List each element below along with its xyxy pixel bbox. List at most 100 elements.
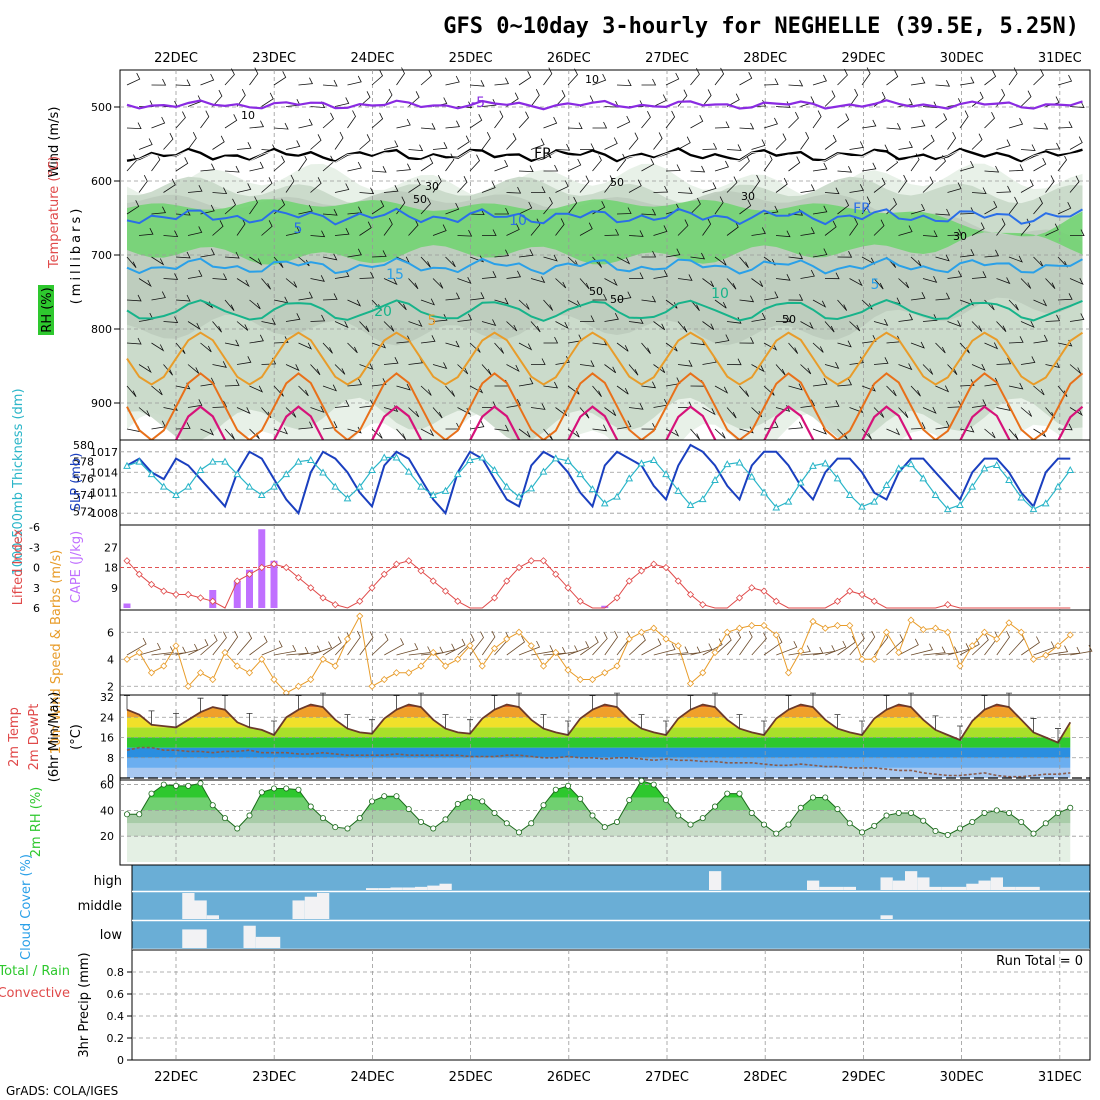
cloud-cell <box>819 886 832 890</box>
wind-barb <box>518 377 534 387</box>
wind10m-barb <box>825 640 847 656</box>
wind-barb <box>1057 74 1073 86</box>
wind-barb <box>224 299 235 311</box>
wind-barb <box>530 138 545 150</box>
cloud-cell <box>206 915 219 919</box>
li-tick-label: -3 <box>29 541 40 554</box>
wind-barb <box>1008 196 1018 215</box>
lifted-index-point <box>870 597 878 605</box>
wind-barb <box>971 91 984 107</box>
dewpt-axis-label: 2m DewPt <box>27 704 42 771</box>
wind-barb <box>432 142 448 150</box>
rh-point <box>136 811 143 818</box>
wind-barb <box>432 314 448 322</box>
wind-barb <box>494 297 509 305</box>
wind-barb <box>138 175 148 193</box>
wind-barb <box>420 298 436 306</box>
wind-barb <box>408 178 421 193</box>
thickness-point <box>723 460 732 468</box>
wind-barb <box>151 78 167 86</box>
wind-barb <box>432 278 444 289</box>
wind-barb <box>249 67 259 86</box>
wind-barb <box>751 364 765 373</box>
wind-barb <box>971 222 985 236</box>
thickness-point <box>858 502 866 510</box>
wind-barb <box>187 226 203 236</box>
wind-barb <box>1020 407 1033 417</box>
thickness-point <box>257 490 266 498</box>
date-label-top: 28DEC <box>743 51 787 66</box>
wind-barb <box>420 123 436 130</box>
wind-barb <box>298 342 313 350</box>
wind-barb <box>677 89 688 107</box>
wind-barb <box>922 364 934 375</box>
date-label-bottom: 22DEC <box>154 1070 198 1085</box>
rh-point <box>381 793 388 800</box>
wind-barb <box>861 299 873 310</box>
wind-barb <box>371 69 383 86</box>
wind-barb <box>298 256 310 267</box>
wind-barb <box>628 230 644 237</box>
wind-barb <box>665 72 680 86</box>
date-label-top: 25DEC <box>449 51 493 66</box>
wind10m-barb <box>518 640 541 656</box>
wind-barb <box>922 276 938 283</box>
wind-barb <box>236 142 252 150</box>
thickness-point <box>478 453 487 461</box>
wind-barb <box>518 299 530 310</box>
wind-barb <box>298 385 309 397</box>
lifted-index-point <box>454 597 462 605</box>
thickness-tick-label: 578 <box>73 456 94 469</box>
rh-point <box>540 802 547 809</box>
rh-point <box>846 820 853 827</box>
rh-point <box>565 782 572 789</box>
rh-contour-label: 50 <box>610 176 624 189</box>
wind10m-barb <box>457 634 475 656</box>
wind-barb <box>347 299 362 307</box>
wind-barb <box>212 187 228 195</box>
wind-barb <box>126 154 137 172</box>
wind-barb <box>1020 320 1035 328</box>
thickness-point <box>539 467 548 475</box>
wind10m-barb <box>788 645 811 656</box>
wind-barb <box>763 117 778 129</box>
li-tick-label: 6 <box>33 602 40 615</box>
rh-point <box>626 797 633 804</box>
wind-barb <box>261 318 276 325</box>
rh2m-panel: 60 40 20 2m RH (%) <box>29 777 1091 866</box>
wind-barb <box>249 385 264 393</box>
wind-barb <box>506 321 518 332</box>
wind-barb <box>200 73 215 86</box>
thickness-point <box>674 486 683 494</box>
cloud-cell <box>255 936 268 948</box>
rh-point <box>332 824 339 831</box>
wind-barb <box>1008 255 1023 263</box>
wind-barb <box>420 256 431 268</box>
wind10m-barb <box>763 636 783 656</box>
cloud-cell <box>317 893 330 919</box>
rh-point <box>258 789 265 796</box>
rh-point <box>638 777 645 784</box>
wind-barb <box>249 299 261 310</box>
wind-barb <box>224 114 238 129</box>
wind-barb <box>543 164 559 172</box>
wind-barb <box>175 294 191 302</box>
wind-barb <box>261 92 274 107</box>
thickness-point <box>221 457 229 465</box>
lifted-index-point <box>368 584 376 592</box>
wind-barb <box>530 321 541 333</box>
cloud-cell <box>304 896 317 919</box>
wind-barb <box>641 295 657 303</box>
wind-barb <box>763 342 778 351</box>
wind-barb <box>371 299 382 311</box>
wind-barb <box>518 111 529 129</box>
wind-barb <box>1069 313 1085 322</box>
rh-point <box>859 829 866 836</box>
wind-barb <box>334 228 350 236</box>
wind-barb <box>1033 122 1049 130</box>
wind-barb <box>726 176 738 193</box>
thickness-tick-label: 576 <box>73 472 94 485</box>
wind-speed-point <box>1029 655 1038 663</box>
thickness-point <box>882 480 891 488</box>
precip-ticks: 0.8 0.6 0.4 0.2 0 <box>107 966 132 1067</box>
